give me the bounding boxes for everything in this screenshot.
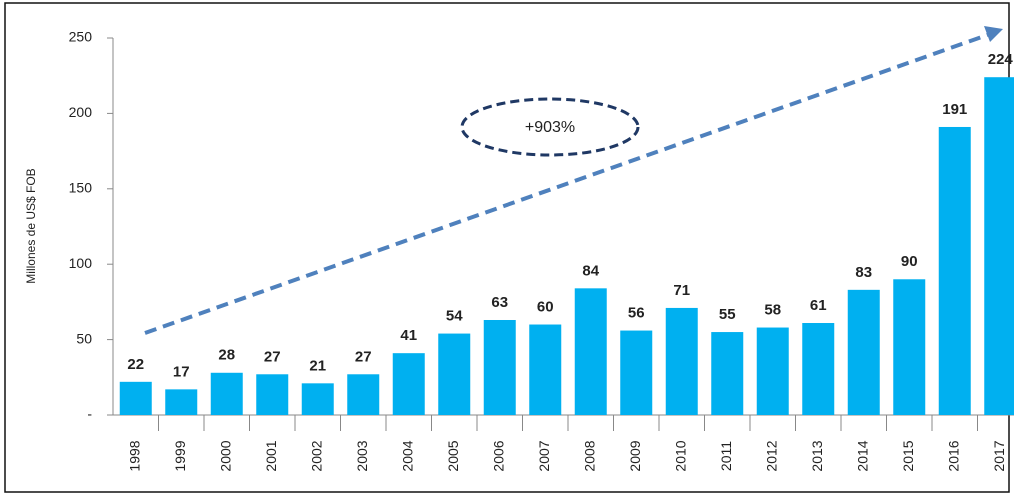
bar [938, 126, 971, 416]
value-label: 191 [942, 101, 967, 118]
value-label: 63 [491, 294, 508, 311]
value-label: 56 [628, 305, 645, 322]
value-label: 55 [719, 306, 736, 323]
bar [574, 288, 607, 415]
value-label: 83 [855, 264, 872, 281]
x-tick-label: 2005 [445, 440, 461, 471]
bar [802, 323, 835, 415]
bar [119, 381, 152, 415]
x-tick-label: 2016 [945, 440, 961, 471]
bar [756, 327, 789, 415]
bar [347, 374, 380, 415]
value-label: 27 [264, 348, 281, 365]
y-tick-label: 100 [69, 255, 93, 271]
value-label: 224 [988, 51, 1014, 68]
x-tick-label: 2011 [718, 441, 734, 471]
x-tick-label: 2015 [900, 440, 916, 471]
x-tick-label: 1999 [172, 440, 188, 471]
bar [438, 333, 471, 415]
frame [4, 2, 1010, 493]
value-label: 54 [446, 308, 463, 325]
y-tick-label: 200 [69, 104, 93, 120]
x-tick-label: 2003 [354, 440, 370, 471]
value-label: 60 [537, 298, 554, 315]
value-label: 27 [355, 348, 372, 365]
value-label: 61 [810, 297, 827, 314]
x-tick-label: 2013 [809, 440, 825, 471]
x-tick-label: 2002 [308, 440, 324, 471]
x-tick-label: 2000 [217, 440, 233, 471]
bar [256, 374, 289, 415]
value-label: 21 [309, 357, 326, 374]
y-tick-label: 50 [76, 330, 92, 346]
bar [392, 353, 425, 415]
arrow-head [984, 26, 1003, 42]
value-label: 28 [218, 347, 235, 364]
x-tick-label: 2010 [672, 440, 688, 471]
value-label: 90 [901, 253, 918, 270]
bar [165, 389, 198, 415]
bar [483, 319, 516, 415]
x-tick-label: 2006 [490, 440, 506, 471]
value-label: 58 [764, 302, 781, 319]
annotation-ellipse [460, 97, 640, 157]
x-tick-label: 2017 [991, 440, 1007, 471]
x-tick-label: 2008 [581, 440, 597, 471]
trend-arrow [144, 32, 991, 335]
y-tick-label: 150 [69, 180, 93, 196]
x-tick-label: 2014 [854, 440, 870, 471]
y-tick-label: - [87, 406, 92, 422]
x-tick-label: 2007 [536, 440, 552, 471]
annotation: +903% [525, 119, 575, 136]
value-label: 22 [127, 356, 144, 373]
bar [665, 307, 698, 415]
bar [301, 383, 334, 415]
bar [847, 289, 880, 415]
bar [620, 330, 653, 415]
y-axis-label: Millones de US$ FOB [24, 168, 38, 283]
bar [711, 332, 744, 415]
value-label: 84 [582, 262, 599, 279]
bar [529, 324, 562, 415]
value-label: 41 [400, 327, 417, 344]
value-label: 71 [673, 282, 690, 299]
bar [984, 77, 1014, 415]
x-tick-label: 2004 [399, 440, 415, 471]
x-tick-label: 2009 [627, 440, 643, 471]
x-tick-label: 2001 [263, 440, 279, 471]
value-label: 17 [173, 363, 190, 380]
x-tick-label: 2012 [763, 440, 779, 471]
x-tick-label: 1998 [126, 440, 142, 471]
y-tick-label: 250 [69, 29, 93, 45]
bar [893, 279, 926, 415]
bar [210, 372, 243, 415]
